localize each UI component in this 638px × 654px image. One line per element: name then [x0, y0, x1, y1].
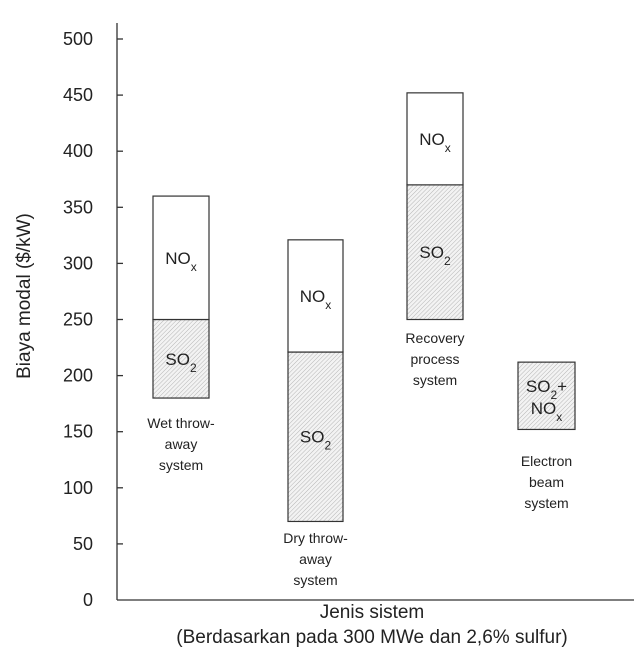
y-tick-label: 450	[63, 85, 93, 105]
category-label: beam	[529, 474, 564, 490]
category-label: away	[299, 551, 332, 567]
segment-label-sub: x	[191, 260, 197, 274]
segment-label-main: NO	[531, 399, 557, 418]
segment-label-main: SO	[300, 428, 325, 447]
category-labels: Wet throw-away system Dry throw-away system…	[147, 330, 572, 588]
category-label: system	[159, 457, 203, 473]
segment-label: SO2+	[526, 377, 567, 402]
y-tick-label: 250	[63, 310, 93, 330]
category-label: system	[413, 372, 457, 388]
y-tick-label: 400	[63, 141, 93, 161]
y-tick-label: 200	[63, 366, 93, 386]
y-tick-label: 500	[63, 29, 93, 49]
category-label: process	[410, 351, 459, 367]
segment-label: SO2	[300, 428, 332, 453]
segment-label-suffix: +	[557, 377, 567, 396]
segment-label-main: NO	[300, 287, 326, 306]
x-axis-title: Jenis sistem	[320, 602, 425, 623]
segment-label-main: SO	[419, 243, 444, 262]
y-tick-label: 300	[63, 253, 93, 273]
y-tick-label: 350	[63, 197, 93, 217]
segment-label-main: SO	[526, 377, 551, 396]
segment-label: NOx	[300, 287, 332, 312]
category-label: Recovery	[405, 330, 464, 346]
segment-label: NOx	[531, 399, 563, 424]
bar-segment-so2	[287, 351, 344, 523]
segment-label-sub: x	[556, 410, 562, 424]
bar-segment-so2	[152, 318, 210, 399]
y-tick-label: 100	[63, 478, 93, 498]
segment-label-sub: x	[325, 298, 331, 312]
segment-label-sub: 2	[190, 361, 197, 375]
y-tick-label: 50	[73, 534, 93, 554]
segment-label-main: NO	[419, 130, 445, 149]
segment-label-sub: 2	[550, 388, 557, 402]
bar-segment-so2	[406, 184, 464, 321]
segment-label: NOx	[419, 130, 451, 155]
y-axis-title: Biaya modal ($/kW)	[14, 213, 35, 379]
segment-label-sub: x	[445, 141, 451, 155]
category-label: away	[165, 436, 198, 452]
bar-segment-nox	[152, 195, 210, 321]
bar-segment-nox	[406, 92, 464, 186]
segment-label: NOx	[165, 249, 197, 274]
x-axis-note: (Berdasarkan pada 300 MWe dan 2,6% sulfu…	[176, 627, 567, 648]
y-tick-label: 150	[63, 422, 93, 442]
segment-label: SO2	[419, 243, 451, 268]
y-axis: 0 50 100 150 200 250 300 350 400 450 500	[63, 23, 634, 610]
category-label: system	[524, 495, 568, 511]
segment-label-main: NO	[165, 249, 191, 268]
y-tick-label: 0	[83, 590, 93, 610]
segment-label: SO2	[165, 350, 197, 375]
segment-label-main: SO	[165, 350, 190, 369]
category-label: Dry throw-	[283, 530, 348, 546]
segment-label-sub: 2	[444, 254, 451, 268]
segment-label-sub: 2	[324, 439, 331, 453]
category-label: Wet throw-	[147, 415, 215, 431]
category-label: Electron	[521, 453, 572, 469]
bar-segment-so2-nox	[517, 361, 576, 431]
bar-segment-nox	[287, 239, 344, 353]
category-label: system	[293, 572, 337, 588]
